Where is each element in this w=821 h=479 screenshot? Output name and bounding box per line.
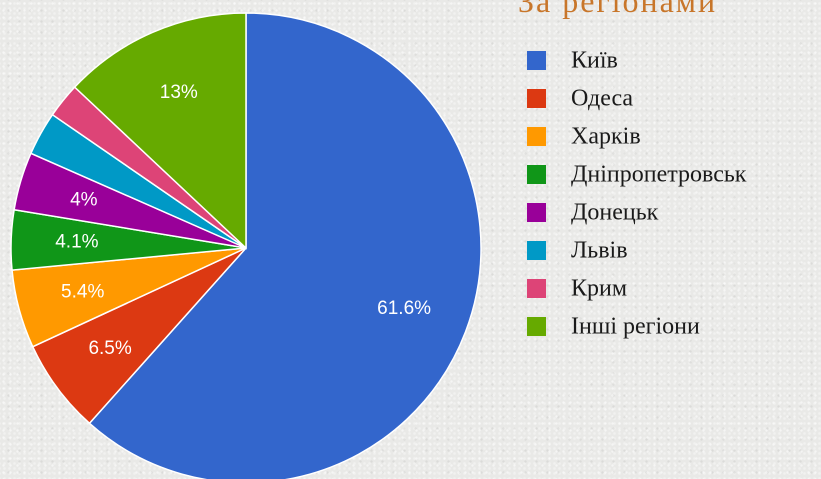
- legend-label-3: Дніпропетровськ: [571, 162, 747, 188]
- slice-value-label-1: 6.5%: [88, 338, 131, 359]
- legend-item-6: Крим: [527, 276, 627, 302]
- legend-swatch-5: [527, 241, 546, 260]
- chart-title: За регіонами: [518, 0, 717, 19]
- legend-item-2: Харків: [527, 124, 641, 150]
- legend-item-1: Одеса: [527, 86, 633, 112]
- chart-legend: Київ Одеса Харків Дніпропетровськ Донецьк Льв…: [527, 48, 747, 340]
- slice-value-label-4: 4%: [70, 189, 98, 210]
- pie-slices: [10, 12, 482, 479]
- legend-label-4: Донецьк: [571, 200, 659, 226]
- slice-value-label-3: 4.1%: [55, 232, 98, 253]
- legend-label-6: Крим: [571, 276, 627, 302]
- legend-item-0: Київ: [527, 48, 618, 74]
- legend-swatch-3: [527, 165, 546, 184]
- legend-swatch-0: [527, 51, 546, 70]
- legend-swatch-1: [527, 89, 546, 108]
- legend-swatch-6: [527, 279, 546, 298]
- legend-swatch-4: [527, 203, 546, 222]
- legend-label-0: Київ: [571, 48, 618, 74]
- pie-slice-0: [88, 12, 482, 479]
- legend-label-7: Інші регіони: [571, 314, 700, 340]
- legend-swatch-7: [527, 317, 546, 336]
- legend-label-2: Харків: [571, 124, 641, 150]
- legend-swatch-2: [527, 127, 546, 146]
- pie-slice-labels: 61.6% 6.5% 5.4% 4.1% 4% 13%: [55, 82, 431, 359]
- legend-item-5: Львів: [527, 238, 628, 264]
- slice-value-label-0: 61.6%: [377, 298, 431, 319]
- legend-item-3: Дніпропетровськ: [527, 162, 747, 188]
- legend-item-7: Інші регіони: [527, 314, 700, 340]
- legend-item-4: Донецьк: [527, 200, 659, 226]
- slice-value-label-7: 13%: [160, 82, 198, 103]
- legend-label-1: Одеса: [571, 86, 633, 112]
- pie-slice-7: [73, 12, 247, 250]
- slice-value-label-2: 5.4%: [61, 282, 104, 303]
- legend-label-5: Львів: [571, 238, 628, 264]
